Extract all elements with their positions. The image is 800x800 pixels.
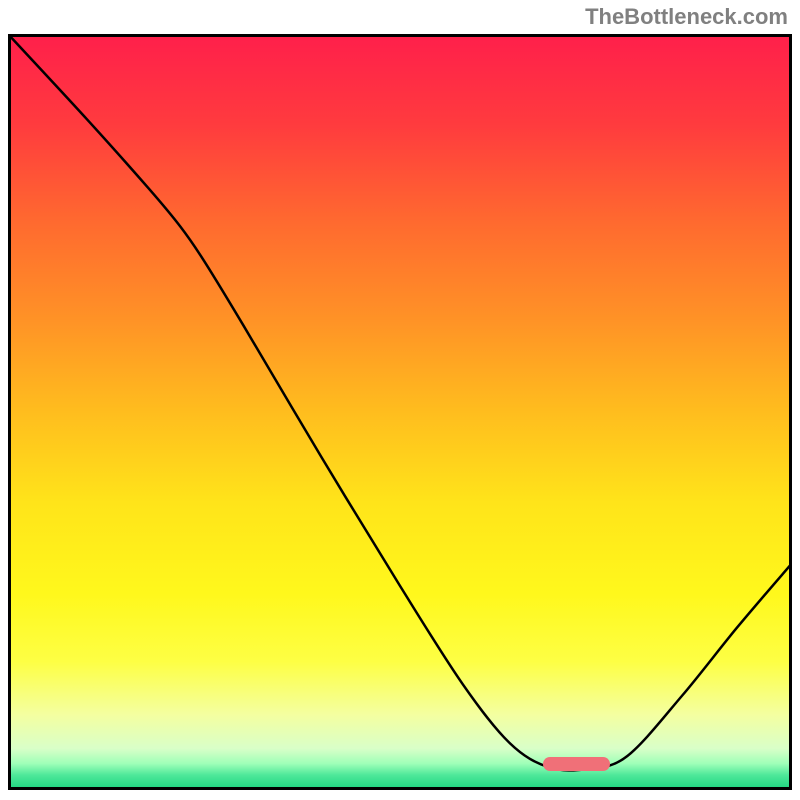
plot-background — [8, 34, 792, 790]
plot-svg — [8, 34, 792, 790]
bottleneck-plot — [8, 34, 792, 790]
watermark-text: TheBottleneck.com — [585, 4, 788, 30]
optimum-marker — [543, 757, 610, 771]
